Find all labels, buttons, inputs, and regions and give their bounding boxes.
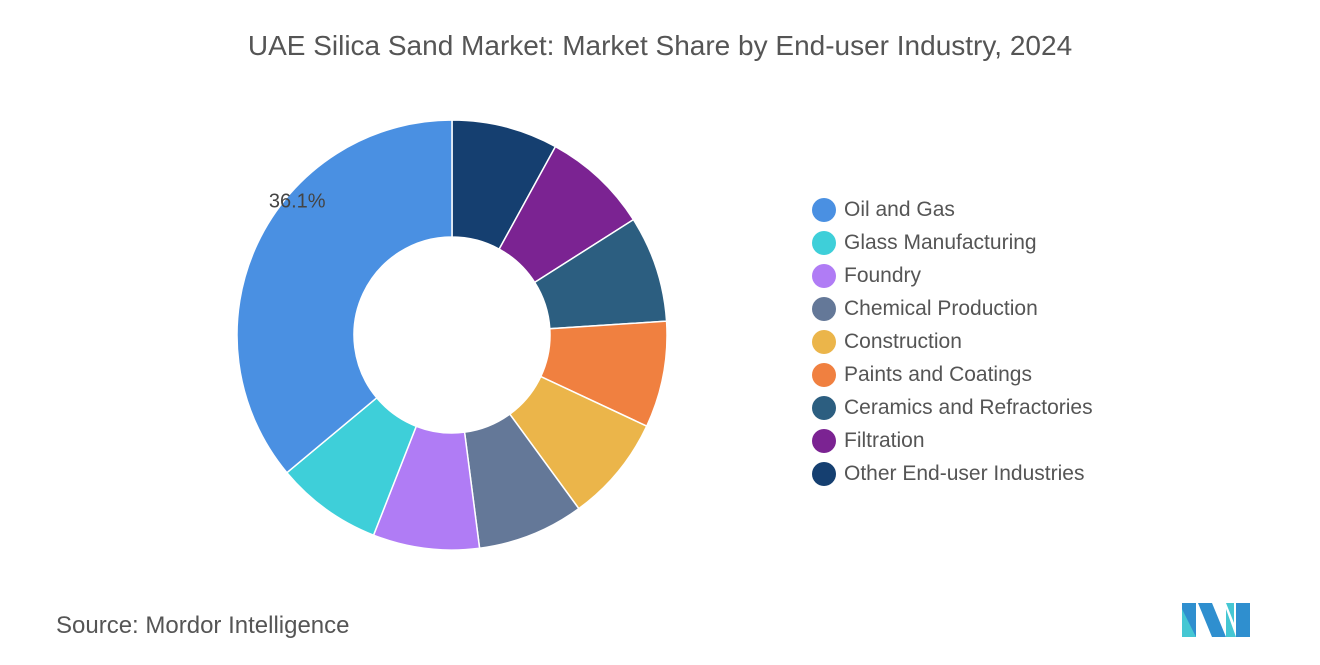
legend-swatch (812, 296, 836, 321)
legend-label: Filtration (844, 428, 925, 452)
legend-item: Paints and Coatings (812, 358, 1093, 391)
legend-label: Other End-user Industries (844, 461, 1085, 485)
legend-item: Other End-user Industries (812, 457, 1093, 490)
legend-swatch (812, 329, 836, 354)
source-label: Source: (56, 612, 139, 639)
legend-swatch (812, 395, 836, 420)
legend-swatch (812, 197, 836, 222)
legend-swatch (812, 461, 836, 486)
slice-oil-and-gas (236, 119, 453, 474)
data-label: 36.1% (269, 190, 326, 212)
legend-label: Foundry (844, 263, 922, 287)
legend-item: Construction (812, 325, 1093, 358)
mordor-intelligence-logo (1182, 603, 1250, 637)
source-note: Source: Mordor Intelligence (56, 612, 350, 640)
legend-swatch (812, 428, 836, 453)
source-value: Mordor Intelligence (145, 612, 350, 639)
chart-title: UAE Silica Sand Market: Market Share by … (247, 30, 1073, 61)
legend-label: Chemical Production (844, 296, 1038, 320)
legend-item: Glass Manufacturing (812, 226, 1093, 259)
legend-swatch (812, 362, 836, 387)
legend-label: Paints and Coatings (844, 362, 1032, 386)
legend-item: Filtration (812, 424, 1093, 457)
legend-item: Oil and Gas (812, 193, 1093, 226)
legend-swatch (812, 263, 836, 288)
legend-label: Glass Manufacturing (844, 230, 1037, 254)
donut-chart: 36.1% (236, 119, 668, 551)
legend-item: Foundry (812, 259, 1093, 292)
legend-swatch (812, 230, 836, 255)
legend-label: Construction (844, 329, 962, 353)
legend-label: Ceramics and Refractories (844, 395, 1093, 419)
legend-item: Ceramics and Refractories (812, 391, 1093, 424)
legend: Oil and Gas Glass Manufacturing Foundry Che… (812, 193, 1093, 490)
legend-label: Oil and Gas (844, 197, 955, 221)
legend-item: Chemical Production (812, 292, 1093, 325)
